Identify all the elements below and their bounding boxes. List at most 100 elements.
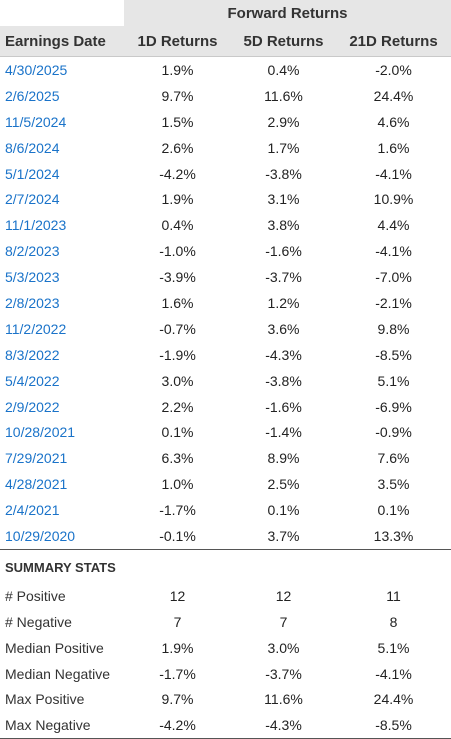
1d-return-cell: -4.2% xyxy=(159,165,196,182)
summary-stat-label: # Positive xyxy=(5,587,66,604)
1d-return-cell: 1.0% xyxy=(161,476,194,493)
1d-return-cell: 0.4% xyxy=(161,217,194,234)
earnings-date-link[interactable]: 8/2/2023 xyxy=(5,243,60,260)
earnings-row: 11/1/2023 0.4% 3.8% 4.4% xyxy=(0,212,451,238)
summary-title-row: SUMMARY STATS xyxy=(0,549,451,583)
1d-return-cell: -1.0% xyxy=(159,243,196,260)
earnings-date-link[interactable]: 2/6/2025 xyxy=(5,87,60,104)
summary-21d-value: -4.1% xyxy=(375,665,412,682)
earnings-date-link[interactable]: 2/4/2021 xyxy=(5,502,60,519)
21d-return-cell: -6.9% xyxy=(375,398,412,415)
5d-return-cell: 3.8% xyxy=(267,217,300,234)
5d-return-cell: 2.5% xyxy=(267,476,300,493)
earnings-date-link[interactable]: 2/8/2023 xyxy=(5,294,60,311)
5d-return-cell: 3.1% xyxy=(267,191,300,208)
earnings-row: 8/2/2023 -1.0% -1.6% -4.1% xyxy=(0,238,451,264)
21d-return-cell: -2.0% xyxy=(375,61,412,78)
column-header-row: Earnings Date 1D Returns 5D Returns 21D … xyxy=(0,26,451,57)
summary-stat-row: Median Negative -1.7% -3.7% -4.1% xyxy=(0,661,451,687)
summary-stat-label: Max Negative xyxy=(0,712,124,739)
21d-return-cell: 10.9% xyxy=(373,191,414,208)
21d-return-cell: -2.1% xyxy=(375,294,412,311)
earnings-rows: 4/30/2025 1.9% 0.4% -2.0% 2/6/2025 9.7% 11.6% 2… xyxy=(0,57,451,550)
21d-return-cell: 3.5% xyxy=(377,476,410,493)
5d-return-cell: 3.7% xyxy=(231,523,336,550)
earnings-date-link[interactable]: 11/2/2022 xyxy=(5,320,67,337)
earnings-row: 5/4/2022 3.0% -3.8% 5.1% xyxy=(0,368,451,394)
summary-1d-value: 9.7% xyxy=(161,691,194,708)
21d-return-cell: -4.1% xyxy=(375,165,412,182)
summary-stat-row: Max Positive 9.7% 11.6% 24.4% xyxy=(0,686,451,712)
summary-1d-value: 7 xyxy=(173,613,182,630)
summary-stat-row: # Negative 7 7 8 xyxy=(0,609,451,635)
1d-return-cell: 9.7% xyxy=(161,87,194,104)
summary-5d-value: 3.0% xyxy=(267,639,300,656)
earnings-row: 5/1/2024 -4.2% -3.8% -4.1% xyxy=(0,161,451,187)
1d-return-cell: 3.0% xyxy=(161,372,194,389)
earnings-date-link[interactable]: 8/6/2024 xyxy=(5,139,60,156)
earnings-row: 11/2/2022 -0.7% 3.6% 9.8% xyxy=(0,316,451,342)
21d-return-cell: 1.6% xyxy=(377,139,410,156)
earnings-row: 5/3/2023 -3.9% -3.7% -7.0% xyxy=(0,264,451,290)
earnings-row: 8/3/2022 -1.9% -4.3% -8.5% xyxy=(0,342,451,368)
summary-5d-value: 12 xyxy=(275,587,292,604)
earnings-row: 2/7/2024 1.9% 3.1% 10.9% xyxy=(0,186,451,212)
21d-return-cell: 4.6% xyxy=(377,113,410,130)
earnings-date-link[interactable]: 2/9/2022 xyxy=(5,398,60,415)
earnings-date-link[interactable]: 5/4/2022 xyxy=(5,372,60,389)
5d-return-cell: -4.3% xyxy=(265,346,302,363)
earnings-row: 2/8/2023 1.6% 1.2% -2.1% xyxy=(0,290,451,316)
21d-return-cell: -8.5% xyxy=(375,346,412,363)
1d-returns-column-header: 1D Returns xyxy=(124,26,231,57)
earnings-date-link[interactable]: 4/30/2025 xyxy=(5,61,68,78)
21d-return-cell: 9.8% xyxy=(377,320,410,337)
21d-return-cell: 24.4% xyxy=(373,87,414,104)
summary-stat-label: Median Positive xyxy=(5,639,104,656)
earnings-date-link[interactable]: 10/29/2020 xyxy=(0,523,124,550)
21d-return-cell: 5.1% xyxy=(377,372,410,389)
summary-5d-value: 11.6% xyxy=(264,691,303,708)
summary-21d-value: 24.4% xyxy=(373,691,414,708)
21d-return-cell: -4.1% xyxy=(375,243,412,260)
earnings-date-link[interactable]: 11/1/2023 xyxy=(5,217,67,234)
summary-5d-value: -4.3% xyxy=(231,712,336,739)
21d-return-cell: 13.3% xyxy=(336,523,451,550)
summary-stat-row: # Positive 12 12 11 xyxy=(0,583,451,609)
earnings-date-column-header: Earnings Date xyxy=(0,26,124,57)
summary-1d-value: 12 xyxy=(169,587,186,604)
1d-return-cell: 2.6% xyxy=(161,139,194,156)
summary-stat-label: Max Positive xyxy=(5,691,85,708)
summary-5d-value: -3.7% xyxy=(265,665,302,682)
earnings-row: 11/5/2024 1.5% 2.9% 4.6% xyxy=(0,109,451,135)
5d-return-cell: -3.8% xyxy=(265,165,302,182)
summary-1d-value: -4.2% xyxy=(124,712,231,739)
5d-return-cell: 2.9% xyxy=(267,113,300,130)
summary-stat-row: Max Negative -4.2% -4.3% -8.5% xyxy=(0,712,451,739)
earnings-row: 4/28/2021 1.0% 2.5% 3.5% xyxy=(0,471,451,497)
summary-stats-title: SUMMARY STATS xyxy=(5,559,116,575)
forward-returns-group-header: Forward Returns xyxy=(124,0,451,26)
5d-return-cell: 0.4% xyxy=(267,61,300,78)
earnings-date-link[interactable]: 5/3/2023 xyxy=(5,269,60,286)
earnings-date-link[interactable]: 2/7/2024 xyxy=(5,191,60,208)
earnings-date-link[interactable]: 4/28/2021 xyxy=(5,476,68,493)
earnings-date-link[interactable]: 8/3/2022 xyxy=(5,346,60,363)
earnings-row: 10/28/2021 0.1% -1.4% -0.9% xyxy=(0,419,451,445)
summary-21d-value: 8 xyxy=(389,613,398,630)
21d-return-cell: -7.0% xyxy=(375,269,412,286)
summary-stat-label: # Negative xyxy=(5,613,72,630)
1d-return-cell: 0.1% xyxy=(161,424,194,441)
summary-5d-value: 7 xyxy=(279,613,288,630)
earnings-date-link[interactable]: 10/28/2021 xyxy=(5,424,76,441)
earnings-date-link[interactable]: 11/5/2024 xyxy=(5,113,67,130)
earnings-row: 10/29/2020 -0.1% 3.7% 13.3% xyxy=(0,523,451,550)
earnings-date-link[interactable]: 5/1/2024 xyxy=(5,165,60,182)
1d-return-cell: 2.2% xyxy=(161,398,194,415)
5d-return-cell: 1.7% xyxy=(267,139,300,156)
summary-21d-value: 5.1% xyxy=(377,639,410,656)
5d-return-cell: 3.6% xyxy=(267,320,300,337)
earnings-date-link[interactable]: 7/29/2021 xyxy=(5,450,68,467)
header-group-blank xyxy=(0,0,124,26)
5d-return-cell: -3.7% xyxy=(265,269,302,286)
summary-stat-label: Median Negative xyxy=(5,665,111,682)
